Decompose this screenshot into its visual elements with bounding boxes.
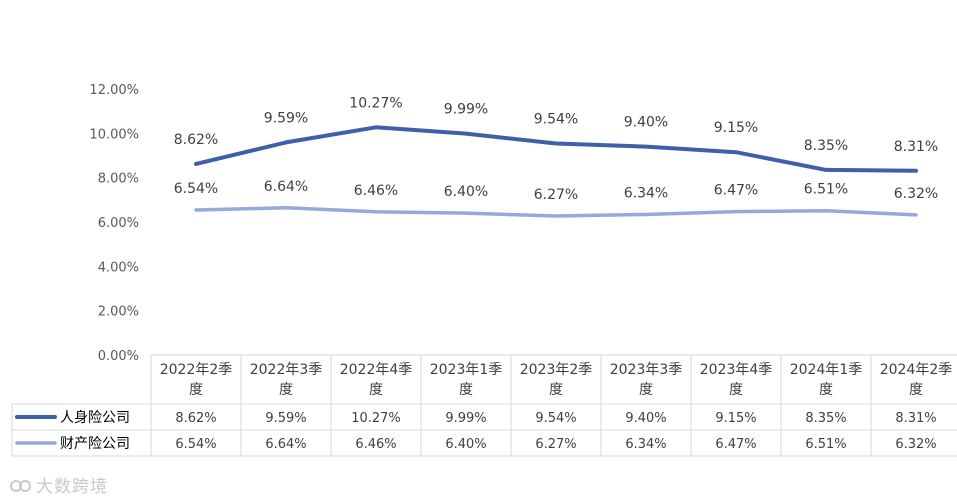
- table-cell: 6.64%: [265, 437, 306, 452]
- x-category-label-wrap: 度: [549, 382, 563, 398]
- table-cell: 6.27%: [535, 437, 576, 452]
- table-cell: 8.62%: [175, 411, 216, 426]
- data-label: 8.31%: [894, 139, 938, 155]
- x-category-label-wrap: 度: [729, 382, 743, 398]
- data-labels: 8.62% 9.59% 10.27% 9.99% 9.54% 9.40% 9.15% 8.35…: [174, 95, 938, 203]
- data-label: 10.27%: [349, 95, 402, 111]
- y-tick-label: 2.00%: [98, 305, 139, 320]
- series-line-1: [194, 125, 918, 173]
- table-cell: 8.31%: [895, 411, 936, 426]
- x-category-label: 2022年3季: [250, 362, 323, 378]
- x-category-label-wrap: 度: [369, 382, 383, 398]
- data-label: 8.62%: [174, 132, 218, 148]
- y-tick-label: 6.00%: [98, 216, 139, 231]
- x-category-label-wrap: 度: [279, 382, 293, 398]
- table-cell: 6.32%: [895, 437, 936, 452]
- table-cell: 6.46%: [355, 437, 396, 452]
- y-tick-label: 10.00%: [89, 127, 139, 142]
- x-category-label: 2024年1季: [790, 362, 863, 378]
- legend-label: 人身险公司: [60, 410, 130, 426]
- data-table: 2022年2季度2022年3季度2022年4季度2023年1季度2023年2季度…: [11, 354, 957, 457]
- x-category-label: 2022年4季: [340, 362, 413, 378]
- data-label: 6.51%: [804, 182, 848, 198]
- table-cell: 9.40%: [625, 411, 666, 426]
- legend-label: 财产险公司: [60, 436, 130, 452]
- data-label: 9.15%: [714, 120, 758, 136]
- data-label: 6.47%: [714, 183, 758, 199]
- x-category-label-wrap: 度: [639, 382, 653, 398]
- table-cell: 10.27%: [351, 411, 401, 426]
- x-category-label: 2023年1季: [430, 362, 503, 378]
- y-tick-label: 0.00%: [98, 349, 139, 364]
- table-cell: 9.59%: [265, 411, 306, 426]
- table-cell: 6.40%: [445, 437, 486, 452]
- y-tick-label: 8.00%: [98, 172, 139, 187]
- x-category-label: 2023年2季: [520, 362, 593, 378]
- y-tick-label: 4.00%: [98, 260, 139, 275]
- series-lines: [194, 125, 918, 218]
- data-label: 9.54%: [534, 112, 578, 128]
- table-cell: 9.54%: [535, 411, 576, 426]
- table-cell: 6.34%: [625, 437, 666, 452]
- x-category-label-wrap: 度: [819, 382, 833, 398]
- x-category-label-wrap: 度: [909, 382, 923, 398]
- data-label: 6.32%: [894, 186, 938, 202]
- table-cell: 8.35%: [805, 411, 846, 426]
- x-category-label: 2023年4季: [700, 362, 773, 378]
- x-category-label: 2023年3季: [610, 362, 683, 378]
- data-label: 6.27%: [534, 187, 578, 203]
- table-cell: 6.47%: [715, 437, 756, 452]
- x-category-label: 2024年2季: [880, 362, 953, 378]
- x-category-label-wrap: 度: [459, 382, 473, 398]
- data-label: 8.35%: [804, 138, 848, 154]
- watermark: 大数跨境: [10, 472, 108, 497]
- series-line-2: [194, 206, 918, 218]
- data-label: 9.40%: [624, 115, 668, 131]
- data-label: 6.54%: [174, 181, 218, 197]
- table-cell: 6.54%: [175, 437, 216, 452]
- watermark-text: 大数跨境: [36, 477, 108, 497]
- data-label: 6.64%: [264, 179, 308, 195]
- data-label: 6.34%: [624, 185, 668, 201]
- data-label: 6.46%: [354, 183, 398, 199]
- data-label: 9.99%: [444, 102, 488, 118]
- data-label: 6.40%: [444, 184, 488, 200]
- data-label: 9.59%: [264, 110, 308, 126]
- x-category-label: 2022年2季: [160, 362, 233, 378]
- x-category-label-wrap: 度: [189, 382, 203, 398]
- table-cell: 9.15%: [715, 411, 756, 426]
- y-axis: 0.00% 2.00% 4.00% 6.00% 8.00% 10.00% 12.00%: [89, 83, 139, 364]
- y-tick-label: 12.00%: [89, 83, 139, 98]
- table-cell: 9.99%: [445, 411, 486, 426]
- watermark-logo-icon: [10, 480, 31, 492]
- table-cell: 6.51%: [805, 437, 846, 452]
